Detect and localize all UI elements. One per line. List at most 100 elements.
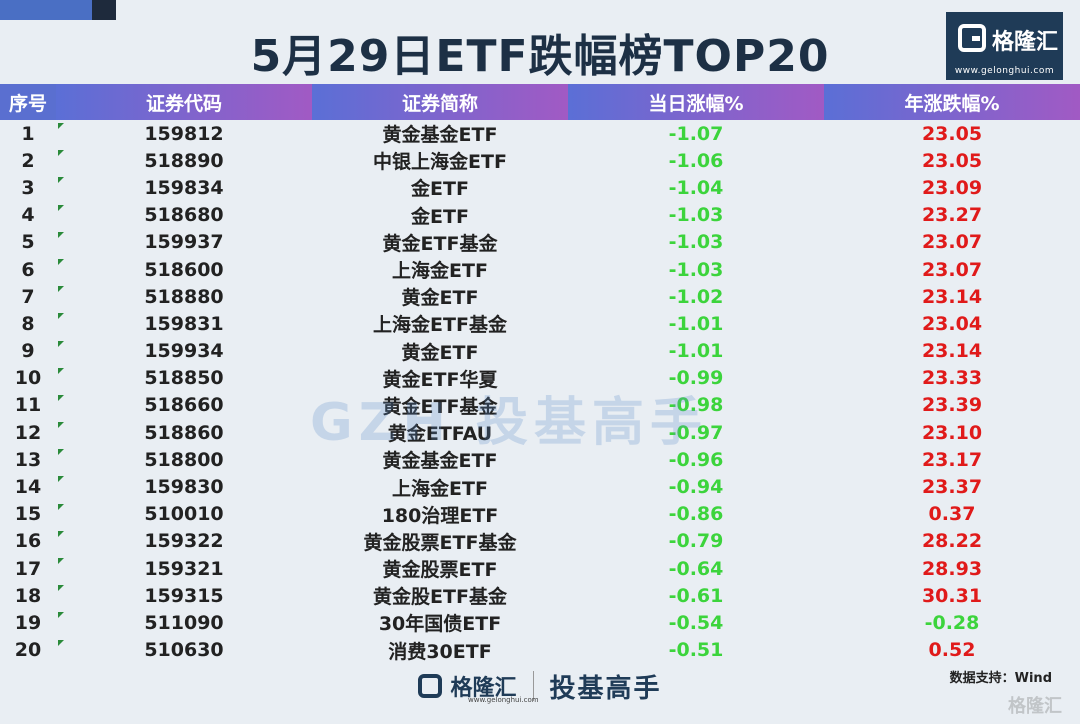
row-code: 511090: [56, 609, 312, 636]
table-row: 13 518800 黄金基金ETF -0.96 23.17: [0, 446, 1080, 473]
row-name: 上海金ETF: [392, 477, 488, 500]
flag-icon: [58, 639, 64, 646]
footer: 格隆汇 www.gelonghui.com 投基高手: [0, 664, 1080, 708]
table-row: 20 510630 消费30ETF -0.51 0.52: [0, 637, 1080, 664]
row-day-change: -1.06: [668, 149, 724, 172]
row-day-change: -0.61: [668, 584, 724, 607]
row-code: 518800: [56, 446, 312, 473]
row-year-change: 23.17: [921, 448, 983, 471]
row-name: 金ETF: [411, 178, 469, 201]
col-header-name: 证券简称: [312, 84, 568, 120]
flag-icon: [58, 585, 64, 592]
flag-icon: [58, 150, 64, 157]
flag-icon: [58, 476, 64, 483]
row-code: 159937: [56, 229, 312, 256]
row-index: 6: [21, 258, 35, 281]
row-index: 5: [21, 231, 35, 254]
col-header-index: 序号: [0, 84, 56, 120]
row-index: 18: [14, 584, 42, 607]
row-year-change: 30.31: [921, 584, 983, 607]
row-day-change: -1.03: [668, 231, 724, 254]
row-index: 20: [14, 639, 42, 662]
row-code: 159934: [56, 338, 312, 365]
row-year-change: 23.09: [921, 176, 983, 199]
row-code: 518890: [56, 147, 312, 174]
row-code: 518600: [56, 256, 312, 283]
row-day-change: -0.54: [668, 611, 724, 634]
corner-watermark: 格隆汇: [1008, 696, 1062, 717]
table-row: 17 159321 黄金股票ETF -0.64 28.93: [0, 555, 1080, 582]
row-year-change: 23.37: [921, 476, 983, 499]
logo-g-icon: [958, 24, 986, 52]
row-day-change: -0.96: [668, 448, 724, 471]
logo-url: www.gelonghui.com: [954, 66, 1055, 76]
row-index: 2: [21, 149, 35, 172]
row-name: 黄金股ETF基金: [373, 586, 507, 609]
row-code: 159831: [56, 310, 312, 337]
table-row: 18 159315 黄金股ETF基金 -0.61 30.31: [0, 582, 1080, 609]
row-code: 159830: [56, 473, 312, 500]
row-name: 消费30ETF: [388, 640, 492, 663]
row-name: 上海金ETF: [392, 260, 488, 283]
row-year-change: 23.07: [921, 258, 983, 281]
top-accent-strip: [0, 0, 92, 20]
flag-icon: [58, 449, 64, 456]
row-index: 19: [14, 611, 42, 634]
flag-icon: [58, 313, 64, 320]
row-index: 7: [21, 285, 35, 308]
row-year-change: 28.93: [921, 557, 983, 580]
footer-slogan: 投基高手: [549, 673, 662, 704]
row-day-change: -0.97: [668, 421, 724, 444]
etf-table: 序号 证券代码 证券简称 当日涨幅% 年涨跌幅% 1 159812 黄金基金ETF -…: [0, 84, 1080, 664]
row-index: 10: [14, 367, 42, 390]
table-row: 7 518880 黄金ETF -1.02 23.14: [0, 283, 1080, 310]
row-year-change: 23.39: [921, 394, 983, 417]
logo-name: 格隆汇: [992, 30, 1059, 55]
row-year-change: 28.22: [921, 530, 983, 553]
row-year-change: 23.27: [921, 204, 983, 227]
flag-icon: [58, 123, 64, 129]
table-row: 3 159834 金ETF -1.04 23.09: [0, 174, 1080, 201]
row-day-change: -0.79: [668, 530, 724, 553]
table-row: 2 518890 中银上海金ETF -1.06 23.05: [0, 147, 1080, 174]
row-index: 15: [14, 503, 42, 526]
row-day-change: -0.99: [668, 367, 724, 390]
table-header: 序号 证券代码 证券简称 当日涨幅% 年涨跌幅%: [0, 84, 1080, 120]
row-name: 金ETF: [411, 205, 469, 228]
footer-divider: [532, 671, 534, 701]
row-code: 518850: [56, 365, 312, 392]
page-title: 5月29日ETF跌幅榜TOP20: [250, 31, 830, 82]
row-year-change: 23.14: [921, 340, 983, 363]
row-year-change: 23.10: [921, 421, 983, 444]
row-code: 510010: [56, 501, 312, 528]
table-row: 9 159934 黄金ETF -1.01 23.14: [0, 338, 1080, 365]
row-day-change: -0.64: [668, 557, 724, 580]
top-accent-block: [92, 0, 116, 20]
table-row: 5 159937 黄金ETF基金 -1.03 23.07: [0, 229, 1080, 256]
col-header-day-change: 当日涨幅%: [568, 84, 824, 120]
row-year-change: 0.37: [928, 503, 976, 526]
row-index: 8: [21, 312, 35, 335]
row-name: 180治理ETF: [381, 504, 499, 527]
row-day-change: -1.01: [668, 340, 724, 363]
flag-icon: [58, 204, 64, 211]
row-code: 510630: [56, 637, 312, 664]
table-row: 1 159812 黄金基金ETF -1.07 23.05: [0, 120, 1080, 147]
footer-logo-icon: [418, 674, 443, 698]
footer-url: www.gelonghui.com: [468, 696, 539, 704]
row-index: 9: [21, 340, 35, 363]
row-index: 3: [21, 176, 35, 199]
row-index: 13: [14, 448, 42, 471]
row-index: 12: [14, 421, 42, 444]
footer-brand: 格隆汇: [450, 676, 517, 701]
row-name: 中银上海金ETF: [373, 151, 507, 174]
table-row: 14 159830 上海金ETF -0.94 23.37: [0, 473, 1080, 500]
flag-icon: [58, 177, 64, 184]
flag-icon: [58, 530, 64, 537]
table-row: 15 510010 180治理ETF -0.86 0.37: [0, 501, 1080, 528]
col-header-code: 证券代码: [56, 84, 312, 120]
table-row: 19 511090 30年国债ETF -0.54 -0.28: [0, 609, 1080, 636]
row-year-change: 23.04: [921, 312, 983, 335]
row-index: 17: [14, 557, 42, 580]
flag-icon: [58, 612, 64, 619]
